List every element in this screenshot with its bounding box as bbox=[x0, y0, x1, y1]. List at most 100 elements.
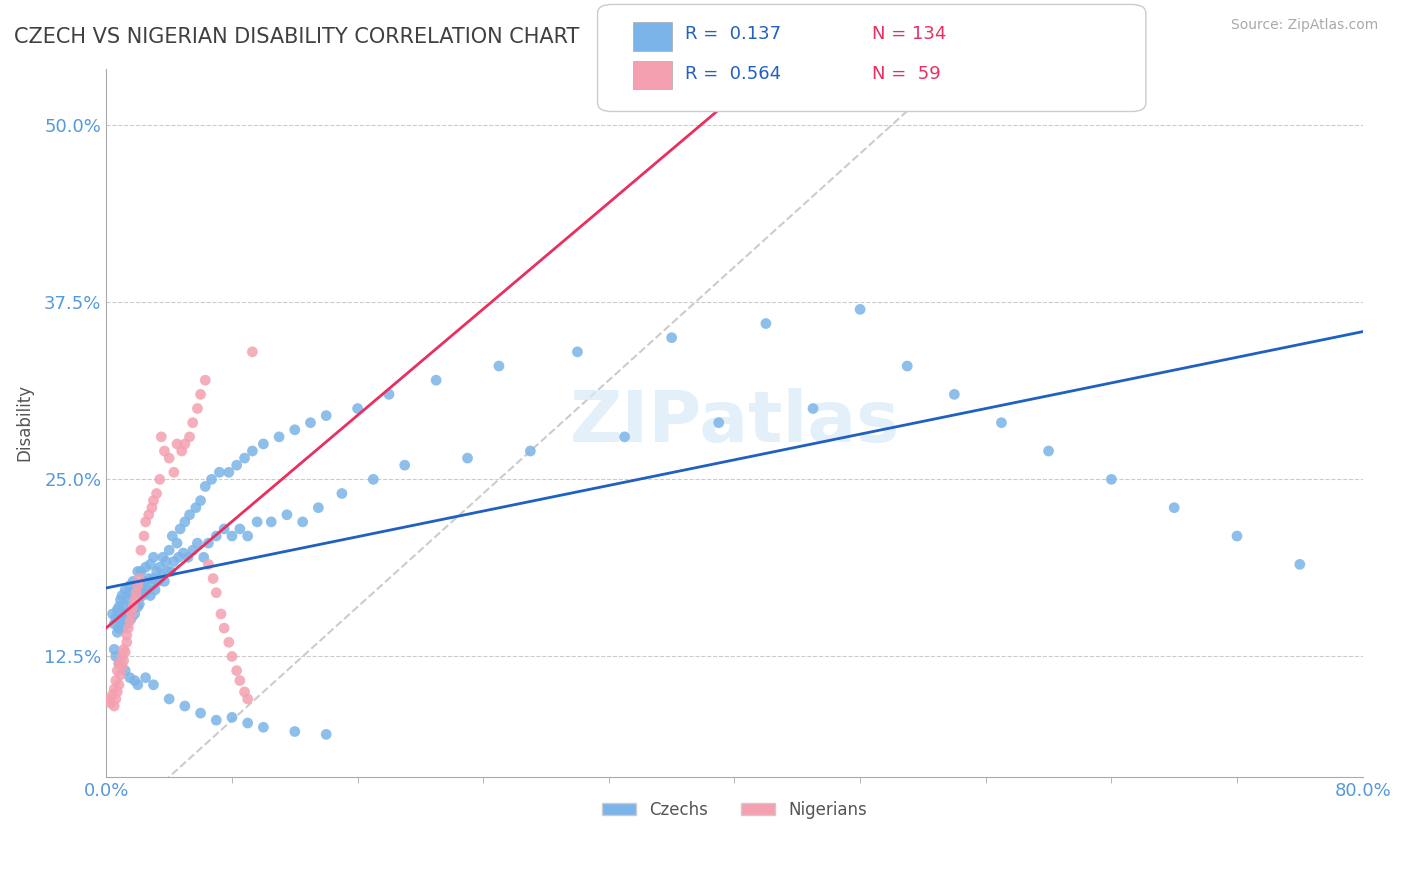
Point bbox=[111, 649, 134, 664]
Text: N = 134: N = 134 bbox=[872, 25, 946, 43]
Point bbox=[142, 572, 165, 586]
Point bbox=[127, 565, 149, 579]
Point bbox=[849, 302, 872, 317]
Point bbox=[252, 437, 274, 451]
Point bbox=[105, 603, 128, 617]
Point bbox=[193, 550, 215, 565]
Point bbox=[179, 508, 201, 522]
Point bbox=[128, 572, 150, 586]
Point bbox=[291, 515, 314, 529]
Point bbox=[105, 625, 128, 640]
Point bbox=[197, 558, 219, 572]
Point bbox=[186, 401, 208, 416]
Point bbox=[221, 710, 243, 724]
Point bbox=[242, 444, 264, 458]
Point bbox=[122, 599, 145, 614]
Point bbox=[225, 458, 247, 473]
Point bbox=[173, 515, 195, 529]
Point bbox=[124, 673, 146, 688]
Point bbox=[190, 387, 212, 401]
Text: Source: ZipAtlas.com: Source: ZipAtlas.com bbox=[1230, 18, 1378, 32]
Point bbox=[202, 572, 225, 586]
Point bbox=[121, 607, 143, 621]
Text: CZECH VS NIGERIAN DISABILITY CORRELATION CHART: CZECH VS NIGERIAN DISABILITY CORRELATION… bbox=[14, 27, 579, 46]
Point bbox=[135, 515, 157, 529]
Point bbox=[108, 657, 131, 671]
Point bbox=[131, 589, 153, 603]
Point bbox=[142, 493, 165, 508]
Point bbox=[150, 430, 173, 444]
Point bbox=[218, 635, 240, 649]
Point bbox=[129, 543, 152, 558]
Point bbox=[156, 565, 179, 579]
Point bbox=[103, 642, 125, 657]
Point bbox=[157, 692, 180, 706]
Point bbox=[212, 621, 235, 635]
Point bbox=[112, 616, 135, 631]
Point bbox=[229, 673, 252, 688]
Point bbox=[114, 645, 136, 659]
Point bbox=[315, 727, 337, 741]
Point bbox=[128, 597, 150, 611]
Point bbox=[236, 692, 259, 706]
Text: ZIPatlas: ZIPatlas bbox=[569, 388, 900, 458]
Point bbox=[118, 614, 141, 628]
Point bbox=[267, 430, 290, 444]
Point bbox=[122, 574, 145, 589]
Point bbox=[153, 444, 176, 458]
Point bbox=[115, 616, 138, 631]
Point bbox=[221, 529, 243, 543]
Point bbox=[114, 607, 136, 621]
Point bbox=[801, 401, 824, 416]
Point bbox=[159, 565, 181, 579]
Point bbox=[110, 614, 132, 628]
Point bbox=[150, 568, 173, 582]
Point bbox=[457, 451, 479, 466]
Point bbox=[110, 592, 132, 607]
Point bbox=[122, 599, 145, 614]
Point bbox=[100, 696, 122, 710]
Point bbox=[519, 444, 541, 458]
Point bbox=[105, 664, 128, 678]
Point bbox=[108, 621, 131, 635]
Point bbox=[112, 654, 135, 668]
Point bbox=[135, 671, 157, 685]
Point bbox=[145, 486, 167, 500]
Point bbox=[105, 685, 128, 699]
Point bbox=[179, 430, 201, 444]
Point bbox=[104, 692, 127, 706]
Point bbox=[142, 550, 165, 565]
Point bbox=[990, 416, 1012, 430]
Point bbox=[125, 585, 148, 599]
Point bbox=[246, 515, 269, 529]
Point bbox=[135, 560, 157, 574]
Point bbox=[205, 529, 228, 543]
Point bbox=[346, 401, 368, 416]
Point bbox=[166, 536, 188, 550]
Point bbox=[236, 529, 259, 543]
Point bbox=[284, 724, 307, 739]
Point bbox=[104, 673, 127, 688]
Point bbox=[157, 543, 180, 558]
Point bbox=[139, 558, 162, 572]
Point bbox=[114, 664, 136, 678]
Point bbox=[260, 515, 283, 529]
Point bbox=[138, 572, 160, 586]
Point bbox=[118, 671, 141, 685]
Point bbox=[212, 522, 235, 536]
Point bbox=[127, 579, 149, 593]
Point bbox=[707, 416, 730, 430]
Point bbox=[173, 699, 195, 714]
Point bbox=[172, 546, 194, 560]
Point bbox=[112, 597, 135, 611]
Point bbox=[186, 536, 208, 550]
Point bbox=[117, 621, 139, 635]
Point bbox=[755, 317, 778, 331]
Point bbox=[661, 331, 683, 345]
Point bbox=[205, 713, 228, 727]
Point bbox=[101, 607, 124, 621]
Text: R =  0.564: R = 0.564 bbox=[685, 65, 780, 83]
Point bbox=[121, 589, 143, 603]
Point bbox=[1288, 558, 1310, 572]
Point bbox=[146, 574, 169, 589]
